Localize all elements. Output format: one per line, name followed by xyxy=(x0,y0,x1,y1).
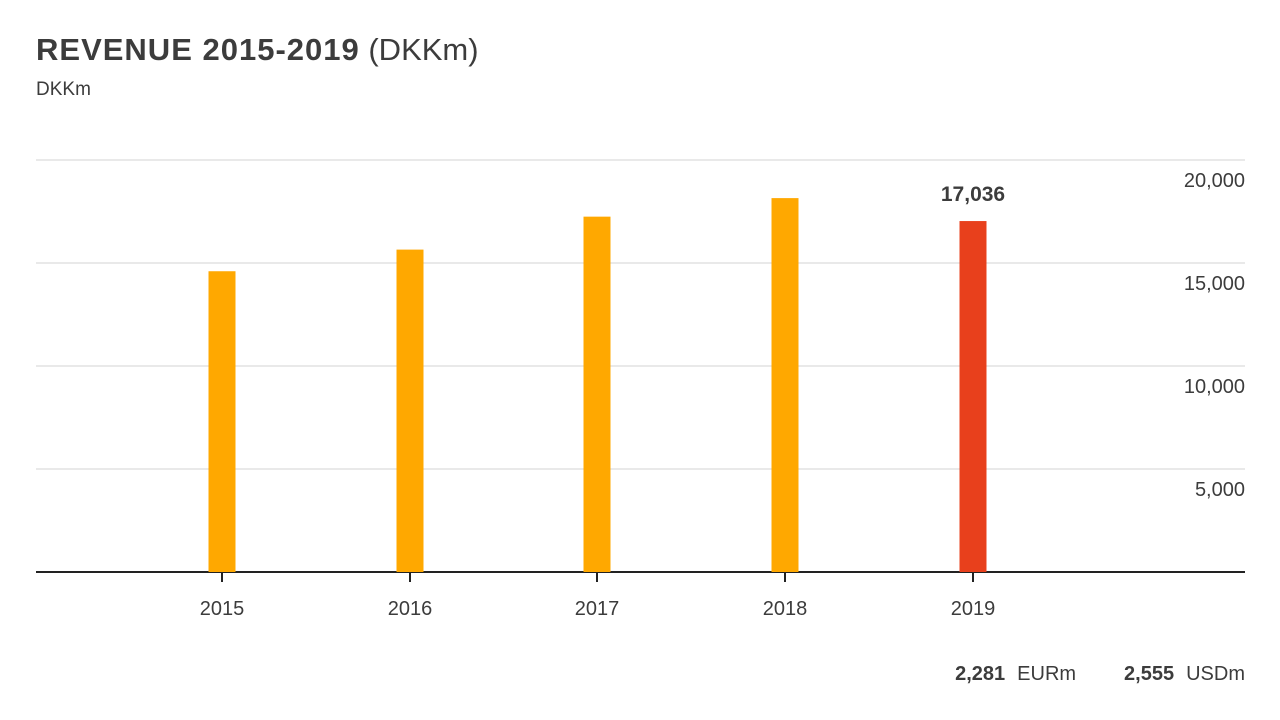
eur-conversion: 2,281 EURm xyxy=(955,660,1076,688)
currency-conversions: 2,281 EURm 2,555 USDm xyxy=(955,660,1245,688)
x-tick-label: 2017 xyxy=(575,598,620,620)
eur-value: 2,281 xyxy=(955,663,1006,685)
usd-conversion: 2,555 USDm xyxy=(1124,660,1245,688)
bar-2017 xyxy=(583,216,611,572)
chart-title-main: REVENUE 2015-2019 xyxy=(36,32,360,67)
x-tick-label: 2016 xyxy=(388,598,433,620)
usd-value: 2,555 xyxy=(1124,663,1175,685)
x-tick-label: 2015 xyxy=(200,598,245,620)
usd-unit: USDm xyxy=(1186,663,1245,685)
bar-2019 xyxy=(959,221,987,572)
data-label-2019: 17,036 xyxy=(941,183,1005,206)
x-tick-label: 2019 xyxy=(951,598,996,620)
eur-unit: EURm xyxy=(1017,663,1077,685)
bar-2016 xyxy=(396,249,424,573)
bar-2015 xyxy=(208,271,236,572)
chart-title: REVENUE 2015-2019 (DKKm) xyxy=(36,30,479,70)
bar-2018 xyxy=(771,198,799,573)
x-tick-label: 2018 xyxy=(763,598,808,620)
chart-unit-label: DKKm xyxy=(36,79,91,100)
chart-title-unit: (DKKm) xyxy=(368,32,479,67)
y-tick-label: 5,000 xyxy=(1195,479,1245,501)
y-tick-label: 20,000 xyxy=(1184,170,1245,192)
y-tick-label: 15,000 xyxy=(1184,273,1245,295)
y-tick-label: 10,000 xyxy=(1184,376,1245,398)
